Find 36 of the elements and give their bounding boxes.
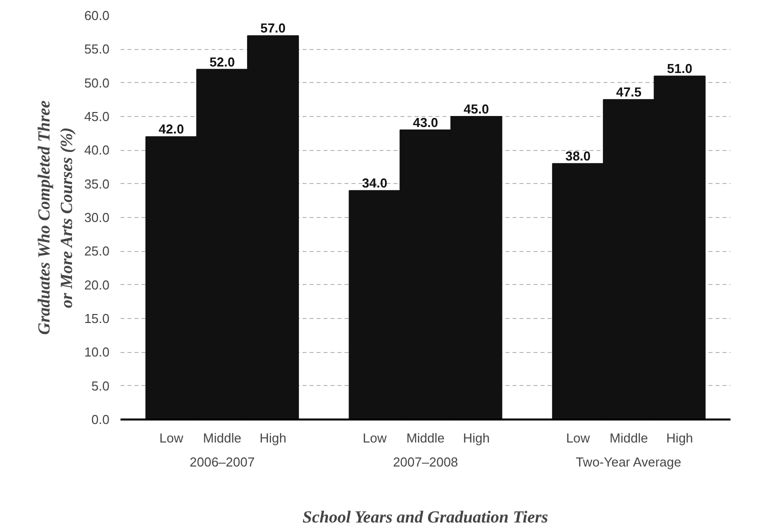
x-tick-label: High bbox=[260, 430, 286, 446]
text: Two-Year Average bbox=[576, 454, 682, 470]
data-label: 51.0 bbox=[667, 61, 692, 76]
y-tick-label: 30.0 bbox=[84, 210, 110, 225]
x-tick-label: Middle bbox=[610, 430, 648, 446]
x-tick-label: High bbox=[462, 430, 490, 446]
x-tick-label: Low bbox=[566, 430, 591, 446]
x-tick-label: Low bbox=[362, 430, 388, 446]
y-tick-label: 10.0 bbox=[84, 344, 110, 360]
x-tick-label: Middle bbox=[203, 430, 242, 446]
y-tick-label: 40.0 bbox=[84, 142, 110, 158]
y-tick-label: 55.0 bbox=[84, 42, 110, 57]
data-label: 47.5 bbox=[616, 84, 642, 100]
data-label: 45.0 bbox=[464, 102, 489, 116]
data-label: 38.0 bbox=[565, 148, 591, 164]
y-tick-label: 0.0 bbox=[91, 412, 110, 427]
x-axis-title: School Years and Graduation Tiers bbox=[302, 508, 549, 526]
data-label: 42.0 bbox=[158, 122, 184, 137]
data-label: 34.0 bbox=[362, 176, 388, 191]
text: 2007–2008 bbox=[392, 454, 458, 470]
y-tick-label: 15.0 bbox=[84, 311, 110, 326]
y-tick-label: 45.0 bbox=[84, 109, 110, 124]
x-tick-label: Middle bbox=[406, 430, 445, 446]
data-label: 43.0 bbox=[412, 114, 438, 130]
y-tick-label: 5.0 bbox=[91, 378, 110, 394]
y-axis-title: Graduates Who Completed Three or More Arts Courses (%) bbox=[34, 100, 76, 335]
x-tick-label: Low bbox=[159, 430, 184, 446]
data-label: 57.0 bbox=[260, 20, 286, 36]
text: 2006–2007 bbox=[190, 454, 255, 470]
data-label: 52.0 bbox=[210, 54, 235, 70]
y-tick-label: 60.0 bbox=[84, 8, 110, 23]
y-tick-label: 35.0 bbox=[84, 176, 110, 192]
y-tick-label: 25.0 bbox=[84, 244, 110, 259]
y-tick-label: 20.0 bbox=[84, 277, 110, 292]
x-tick-label: High bbox=[666, 430, 694, 446]
y-tick-label: 50.0 bbox=[84, 75, 110, 90]
